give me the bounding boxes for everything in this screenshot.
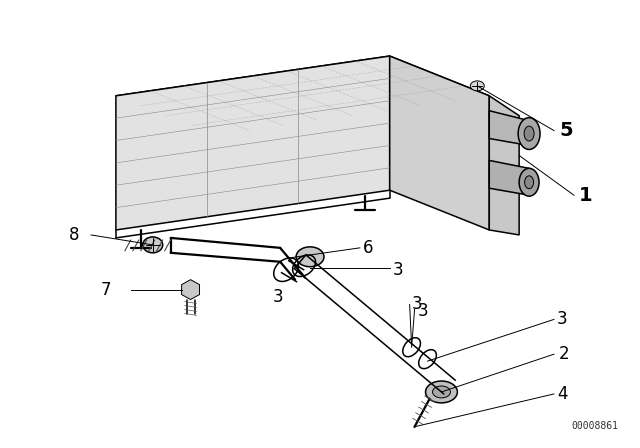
Text: 1: 1 xyxy=(579,185,593,205)
Text: 00008861: 00008861 xyxy=(572,421,619,431)
Ellipse shape xyxy=(519,168,539,196)
Ellipse shape xyxy=(525,176,534,189)
Polygon shape xyxy=(489,160,529,195)
Text: 3: 3 xyxy=(417,302,428,320)
Polygon shape xyxy=(390,56,489,230)
Text: 3: 3 xyxy=(273,288,284,306)
Polygon shape xyxy=(489,111,529,146)
Polygon shape xyxy=(116,56,489,136)
Text: 6: 6 xyxy=(363,239,373,257)
Text: 5: 5 xyxy=(559,121,573,140)
Text: 7: 7 xyxy=(101,280,111,298)
Text: 3: 3 xyxy=(393,261,403,279)
Text: 8: 8 xyxy=(69,226,79,244)
Polygon shape xyxy=(489,96,519,235)
Ellipse shape xyxy=(518,118,540,150)
Text: 2: 2 xyxy=(559,345,570,363)
Polygon shape xyxy=(116,56,390,230)
Ellipse shape xyxy=(524,126,534,141)
Ellipse shape xyxy=(426,381,458,403)
Ellipse shape xyxy=(470,81,484,91)
Ellipse shape xyxy=(296,247,324,267)
Ellipse shape xyxy=(433,386,451,398)
Text: 4: 4 xyxy=(557,385,568,403)
Polygon shape xyxy=(182,280,200,300)
Text: 3: 3 xyxy=(412,296,422,314)
Ellipse shape xyxy=(143,237,163,253)
Text: 3: 3 xyxy=(557,310,568,328)
